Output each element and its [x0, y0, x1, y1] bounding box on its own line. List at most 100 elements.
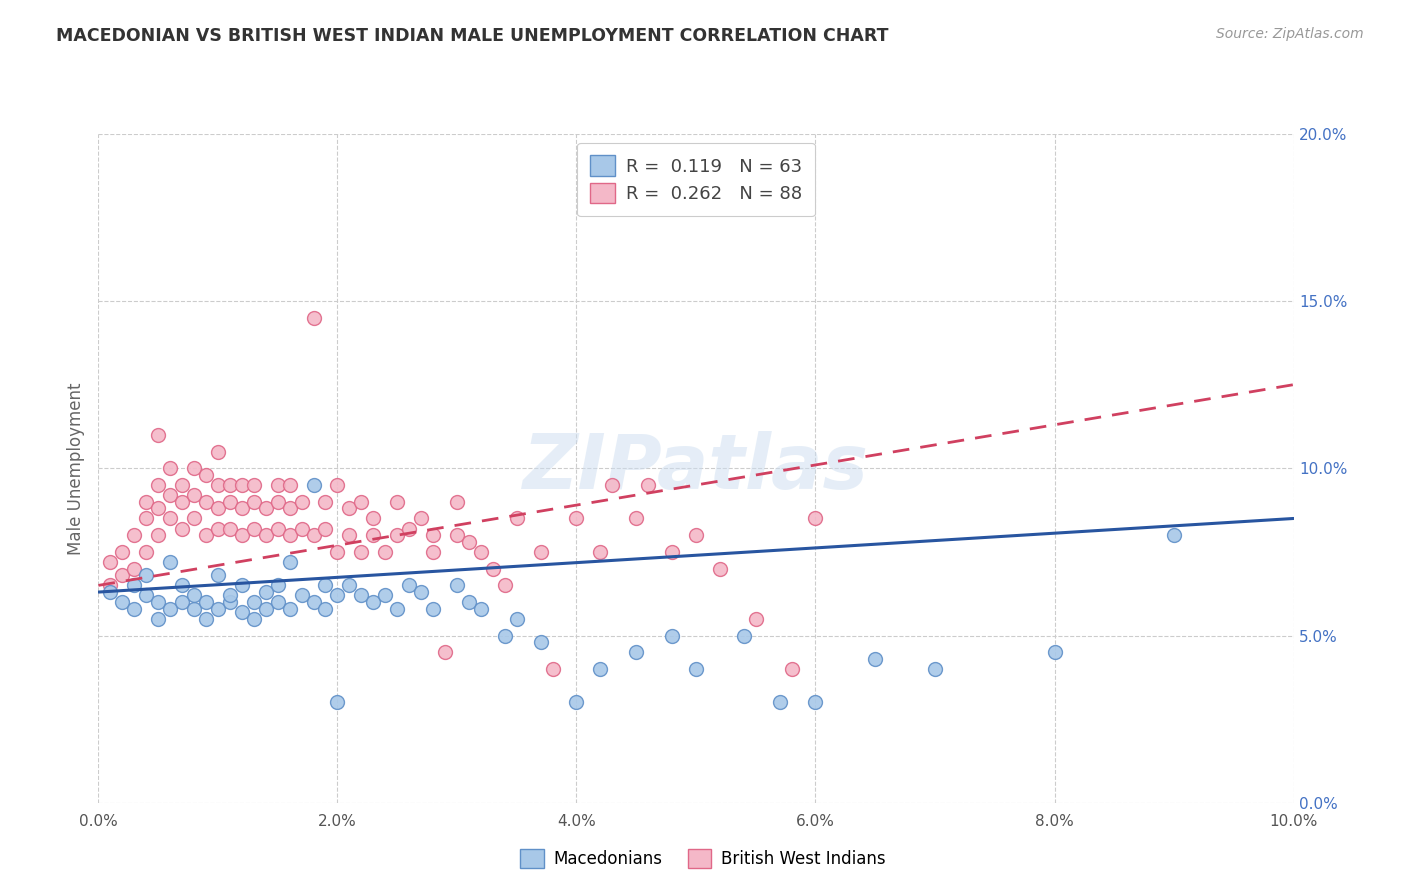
Point	[481, 562, 505, 576]
Point	[411, 585, 433, 599]
Point	[111, 595, 134, 609]
Point	[183, 602, 205, 616]
Point	[733, 628, 755, 642]
Point	[291, 521, 314, 535]
Point	[685, 528, 707, 542]
Text: Source: ZipAtlas.com: Source: ZipAtlas.com	[1216, 27, 1364, 41]
Point	[626, 511, 648, 525]
Point	[446, 578, 468, 592]
Point	[470, 602, 492, 616]
Point	[172, 595, 194, 609]
Point	[494, 628, 516, 642]
Point	[172, 578, 194, 592]
Point	[254, 501, 277, 516]
Legend: R =  0.119   N = 63, R =  0.262   N = 88: R = 0.119 N = 63, R = 0.262 N = 88	[578, 143, 814, 216]
Point	[135, 545, 157, 559]
Point	[494, 578, 516, 592]
Point	[195, 595, 218, 609]
Point	[267, 478, 290, 492]
Point	[219, 478, 242, 492]
Point	[1163, 528, 1185, 542]
Point	[374, 545, 396, 559]
Point	[254, 585, 277, 599]
Point	[326, 589, 349, 603]
Point	[374, 589, 396, 603]
Point	[541, 662, 564, 676]
Point	[159, 488, 181, 502]
Point	[243, 612, 266, 626]
Point	[804, 696, 827, 710]
Point	[219, 595, 242, 609]
Point	[159, 511, 181, 525]
Point	[385, 602, 409, 616]
Point	[315, 578, 337, 592]
Point	[231, 501, 253, 516]
Point	[231, 605, 253, 619]
Point	[100, 585, 122, 599]
Point	[769, 696, 792, 710]
Point	[183, 589, 205, 603]
Point	[339, 528, 360, 542]
Point	[326, 696, 349, 710]
Point	[865, 652, 887, 666]
Point	[183, 488, 205, 502]
Point	[135, 494, 157, 508]
Point	[291, 494, 314, 508]
Point	[302, 528, 325, 542]
Point	[135, 568, 157, 582]
Point	[385, 528, 409, 542]
Point	[661, 545, 683, 559]
Point	[422, 528, 444, 542]
Point	[637, 478, 659, 492]
Point	[207, 478, 229, 492]
Point	[135, 589, 157, 603]
Point	[565, 696, 588, 710]
Point	[172, 521, 194, 535]
Point	[207, 568, 229, 582]
Point	[709, 562, 731, 576]
Point	[254, 528, 277, 542]
Point	[422, 545, 444, 559]
Point	[183, 511, 205, 525]
Point	[148, 612, 170, 626]
Point	[804, 511, 827, 525]
Point	[350, 494, 373, 508]
Point	[398, 521, 420, 535]
Point	[529, 545, 551, 559]
Point	[278, 602, 301, 616]
Y-axis label: Male Unemployment: Male Unemployment	[67, 382, 86, 555]
Point	[219, 494, 242, 508]
Point	[254, 602, 277, 616]
Point	[446, 494, 468, 508]
Point	[207, 501, 229, 516]
Point	[124, 578, 146, 592]
Point	[339, 501, 360, 516]
Point	[363, 595, 385, 609]
Point	[626, 645, 648, 659]
Point	[111, 545, 134, 559]
Point	[207, 521, 229, 535]
Point	[398, 578, 420, 592]
Point	[602, 478, 624, 492]
Point	[148, 595, 170, 609]
Point	[326, 545, 349, 559]
Point	[159, 602, 181, 616]
Point	[506, 511, 529, 525]
Legend: Macedonians, British West Indians: Macedonians, British West Indians	[513, 842, 893, 875]
Point	[148, 528, 170, 542]
Point	[458, 535, 481, 549]
Point	[148, 428, 170, 442]
Point	[302, 310, 325, 325]
Point	[195, 468, 218, 483]
Point	[278, 501, 301, 516]
Point	[243, 494, 266, 508]
Point	[100, 555, 122, 569]
Point	[291, 589, 314, 603]
Point	[207, 602, 229, 616]
Point	[231, 528, 253, 542]
Point	[100, 578, 122, 592]
Point	[589, 662, 612, 676]
Point	[446, 528, 468, 542]
Point	[411, 511, 433, 525]
Point	[278, 555, 301, 569]
